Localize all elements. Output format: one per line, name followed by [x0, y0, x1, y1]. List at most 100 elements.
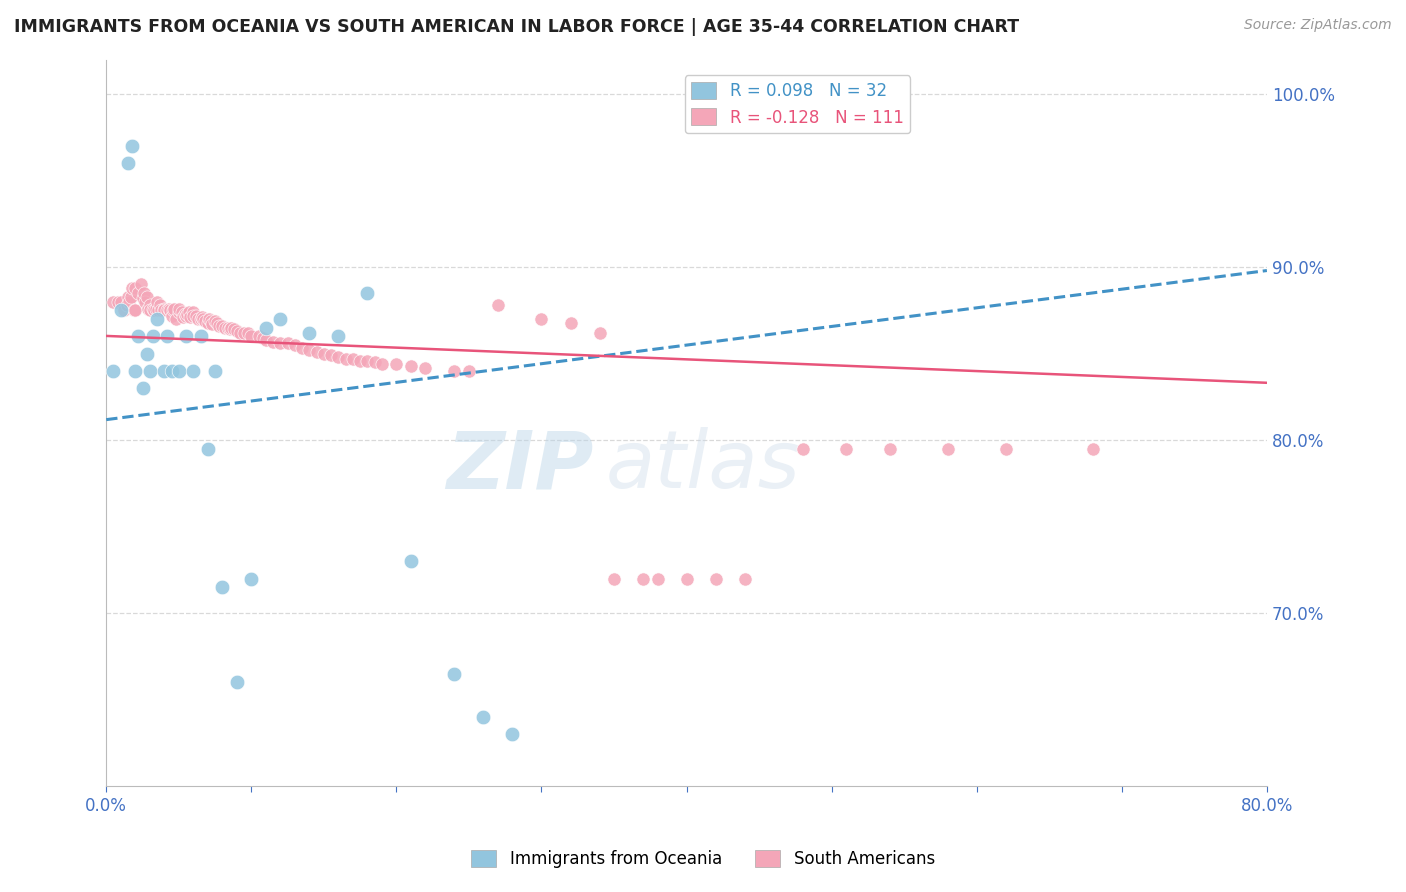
Point: [110, 294, 132, 309]
Point: [191, 310, 214, 325]
Point: [218, 322, 240, 336]
Point: [328, 350, 350, 364]
Point: [172, 310, 194, 325]
Point: [214, 320, 236, 334]
Point: [135, 346, 157, 360]
Point: [174, 329, 197, 343]
Point: [150, 303, 173, 318]
Point: [142, 301, 165, 316]
Point: [277, 336, 299, 351]
Point: [134, 294, 156, 309]
Point: [415, 360, 437, 375]
Point: [269, 336, 291, 351]
Point: [603, 572, 626, 586]
Text: ZIP: ZIP: [446, 427, 593, 506]
Point: [254, 320, 277, 334]
Point: [167, 364, 190, 378]
Point: [176, 307, 198, 321]
Point: [190, 329, 212, 343]
Point: [238, 326, 260, 340]
Point: [371, 357, 394, 371]
Point: [121, 281, 143, 295]
Point: [994, 442, 1017, 456]
Point: [181, 305, 204, 319]
Point: [163, 301, 186, 316]
Point: [204, 314, 226, 328]
Point: [458, 364, 481, 378]
Point: [124, 303, 146, 318]
Point: [115, 298, 138, 312]
Point: [269, 312, 291, 326]
Point: [153, 303, 176, 318]
Point: [443, 666, 465, 681]
Point: [704, 572, 727, 586]
Point: [588, 326, 610, 340]
Point: [298, 326, 321, 340]
Point: [118, 294, 141, 309]
Point: [149, 298, 172, 312]
Point: [200, 314, 222, 328]
Point: [153, 301, 176, 316]
Point: [335, 351, 357, 366]
Point: [148, 303, 170, 318]
Point: [305, 345, 328, 359]
Point: [222, 322, 245, 336]
Point: [201, 318, 224, 332]
Point: [240, 572, 263, 586]
Point: [228, 326, 250, 340]
Legend: R = 0.098   N = 32, R = -0.128   N = 111: R = 0.098 N = 32, R = -0.128 N = 111: [685, 75, 910, 133]
Point: [170, 305, 193, 319]
Point: [107, 294, 129, 309]
Point: [103, 364, 125, 378]
Point: [127, 286, 149, 301]
Point: [156, 303, 179, 318]
Point: [342, 351, 364, 366]
Point: [792, 442, 814, 456]
Point: [356, 353, 378, 368]
Point: [136, 301, 159, 316]
Point: [530, 312, 553, 326]
Point: [501, 727, 523, 741]
Point: [233, 326, 256, 340]
Point: [211, 318, 233, 333]
Point: [127, 329, 149, 343]
Point: [120, 290, 142, 304]
Point: [211, 580, 233, 594]
Legend: Immigrants from Oceania, South Americans: Immigrants from Oceania, South Americans: [464, 843, 942, 875]
Point: [153, 364, 176, 378]
Point: [219, 320, 242, 334]
Point: [298, 343, 321, 358]
Point: [174, 309, 197, 323]
Point: [112, 303, 135, 318]
Point: [1081, 442, 1104, 456]
Point: [146, 312, 169, 326]
Point: [135, 290, 157, 304]
Point: [139, 298, 162, 312]
Point: [159, 303, 181, 318]
Text: atlas: atlas: [606, 427, 800, 506]
Point: [122, 303, 145, 318]
Point: [349, 353, 371, 368]
Text: IMMIGRANTS FROM OCEANIA VS SOUTH AMERICAN IN LABOR FORCE | AGE 35-44 CORRELATION: IMMIGRANTS FROM OCEANIA VS SOUTH AMERICA…: [14, 18, 1019, 36]
Point: [139, 364, 162, 378]
Point: [443, 364, 465, 378]
Point: [187, 312, 209, 326]
Point: [186, 309, 208, 323]
Point: [124, 281, 146, 295]
Point: [204, 364, 226, 378]
Point: [117, 156, 139, 170]
Point: [181, 309, 204, 323]
Point: [254, 333, 277, 347]
Point: [198, 312, 221, 326]
Point: [167, 301, 190, 316]
Point: [486, 298, 509, 312]
Point: [129, 277, 152, 292]
Point: [208, 318, 231, 333]
Point: [247, 329, 270, 343]
Point: [124, 364, 146, 378]
Point: [252, 331, 274, 345]
Point: [139, 303, 162, 318]
Point: [328, 329, 350, 343]
Point: [217, 320, 239, 334]
Point: [835, 442, 858, 456]
